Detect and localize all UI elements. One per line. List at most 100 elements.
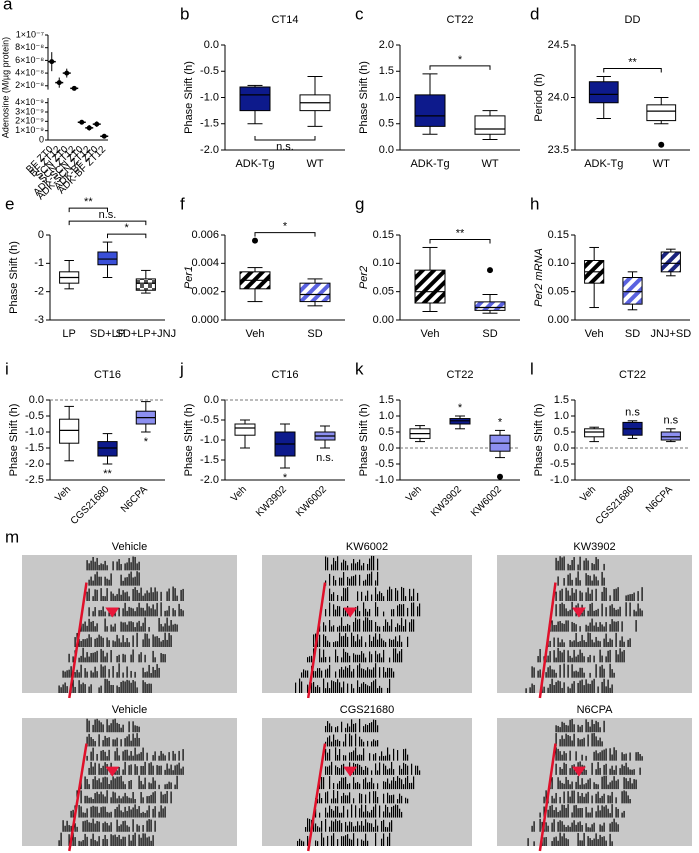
activity-bar [98,734,100,747]
activity-bar [299,838,301,846]
activity-bar [613,607,615,617]
activity-bar [329,664,331,678]
activity-bar [88,822,90,832]
activity-bar [571,683,573,693]
activity-bar [120,594,122,601]
activity-bar [559,590,561,601]
activity-bar [377,825,379,832]
activity-bar [409,588,411,601]
activity-bar [613,621,615,632]
activity-bar [397,799,399,804]
activity-bar [419,603,421,617]
activity-bar [82,821,84,832]
activity-bar [156,636,158,647]
activity-bar [345,651,347,663]
activity-bar [152,634,154,647]
activity-bar [369,558,371,571]
bracket-label: ** [628,56,637,68]
activity-bar [128,721,130,733]
activity-bar [122,653,124,663]
activity-bar [573,640,575,647]
activity-bar [595,720,597,733]
activity-bar [120,564,122,571]
activity-bar [591,719,593,733]
activity-bar [317,826,319,832]
activity-bar [96,650,98,663]
outlier [658,141,665,148]
activity-bar [353,653,355,663]
activity-bar [150,762,152,775]
activity-bar [569,796,571,804]
y-tick-label: 4×10⁻⁹ [15,97,44,107]
activity-bar [337,656,339,663]
activity-bar [333,592,335,601]
activity-bar [361,683,363,693]
activity-bar [403,749,405,761]
activity-bar [313,819,315,832]
activity-bar [172,770,174,775]
activity-bar [124,836,126,846]
activity-bar [561,768,563,775]
activity-bar [351,683,353,693]
activity-bar [589,812,591,818]
activity-bar [126,610,128,617]
activity-bar [359,663,361,678]
activity-bar [132,556,134,571]
activity-bar [168,625,170,632]
activity-bar [156,602,158,617]
activity-bar [339,577,341,586]
activity-bar [603,793,605,804]
activity-bar [585,793,587,804]
activity-bar [331,808,333,818]
x-tick-label: LP [62,328,75,340]
activity-bar [621,636,623,647]
activity-bar [136,632,138,647]
activity-bar [104,678,106,693]
activity-bar [142,595,144,601]
activity-bar [597,753,599,761]
activity-bar [138,726,140,733]
activity-bar [128,621,130,632]
activity-bar [567,563,569,571]
activity-bar [557,748,559,761]
activity-bar [621,651,623,663]
activity-bar [569,640,571,647]
activity-bar [561,652,563,663]
activity-bar [609,595,611,601]
significance-label: ** [103,468,112,480]
outlier [252,237,258,244]
activity-bar [629,602,631,617]
y-axis-label: Phase Shift (h) [8,404,20,477]
activity-bar [319,634,321,647]
activity-bar [88,720,90,733]
x-tick-label: KW6002 [294,484,329,519]
x-tick-label: Veh [585,328,604,340]
activity-bar [92,556,94,571]
activity-bar [70,810,72,818]
activity-bar [591,563,593,571]
activity-bar [605,763,607,775]
activity-bar [313,634,315,647]
activity-bar [381,821,383,832]
activity-bar [64,825,66,832]
activity-bar [100,636,102,647]
activity-bar [134,681,136,693]
activity-bar [301,681,303,693]
significance-label: n.s [625,407,640,419]
activity-bar [355,805,357,818]
y-tick-label: 1.0 [379,91,394,103]
activity-bar [94,626,96,632]
activity-bar [399,777,401,790]
activity-bar [96,841,98,846]
activity-bar [319,793,321,804]
activity-bar [609,624,611,632]
activity-bar [379,756,381,761]
activity-bar [126,749,128,761]
activity-bar [395,627,397,632]
activity-bar [565,763,567,775]
activity-bar [361,839,363,846]
activity-bar [138,572,140,586]
activity-bar [96,571,98,586]
activity-bar [90,737,92,747]
activity-bar [80,806,82,818]
